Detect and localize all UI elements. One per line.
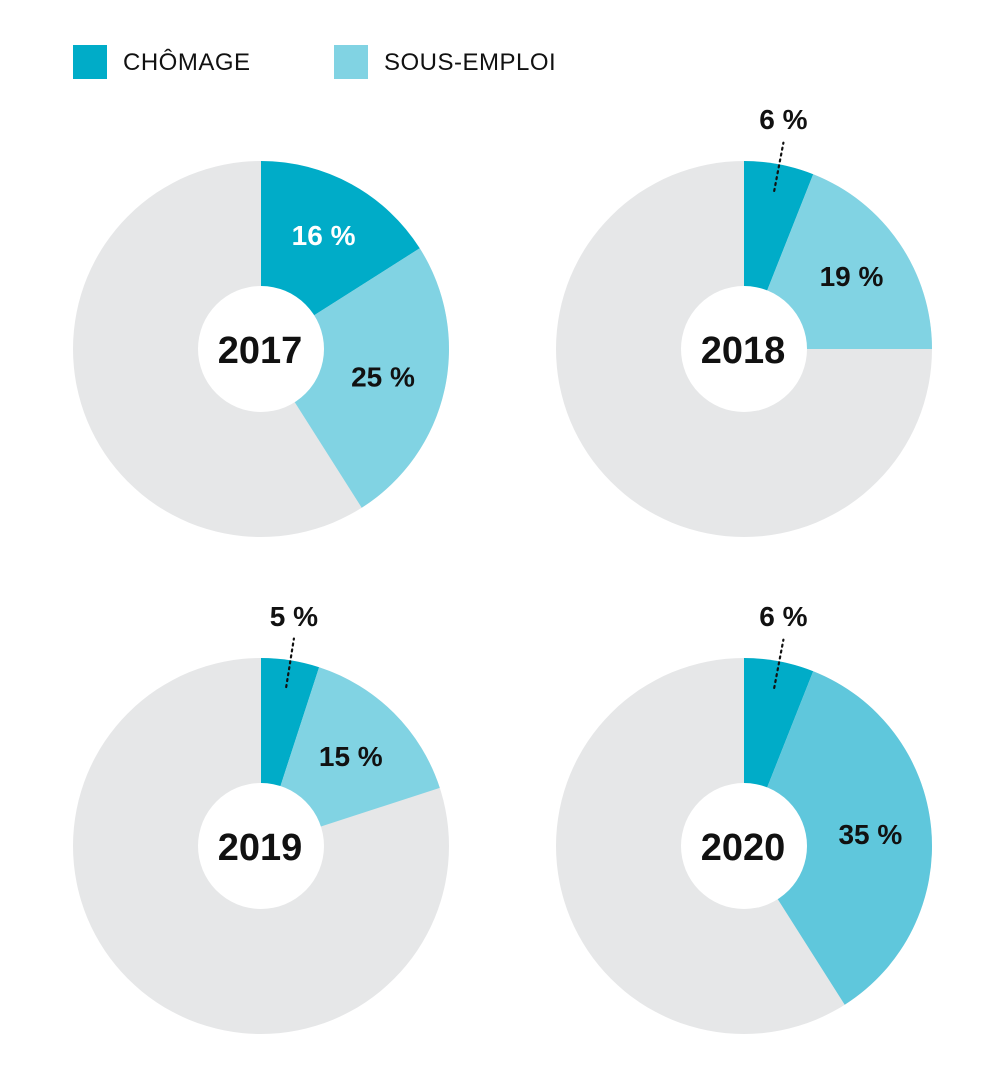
slice-sous-emploi-2020 (744, 671, 933, 1005)
donut-hole-2020 (681, 783, 807, 909)
year-label-2020: 2020 (701, 827, 786, 869)
year-label-2019: 2019 (218, 827, 303, 869)
donut-hole-2018 (681, 286, 807, 412)
data-label-chomage-2019: 5 % (270, 601, 318, 632)
legend-label-sous-emploi: SOUS-EMPLOI (384, 49, 557, 76)
legend-swatch-chomage (73, 45, 107, 79)
donut-chart-2019: 5 % 15 % 2019 (73, 601, 449, 1034)
leader-line-chomage-2019 (285, 637, 295, 689)
slice-sous-emploi-2019 (261, 667, 440, 846)
donut-chart-2018: 6 % 19 % 2018 (556, 104, 932, 537)
year-label-2017: 2017 (218, 330, 303, 372)
data-label-chomage-2017: 16 % (292, 220, 356, 251)
donut-hole-2019 (198, 783, 324, 909)
donut-chart-2017: 16 % 25 % 2017 (73, 161, 449, 537)
data-label-sous-emploi-2019: 15 % (319, 741, 383, 772)
data-label-sous-emploi-2017: 25 % (351, 361, 415, 392)
slice-sous-emploi-2018 (744, 174, 932, 349)
slice-sous-emploi-2017 (261, 248, 449, 508)
data-label-sous-emploi-2020: 35 % (838, 819, 902, 850)
donut-hole-2017 (198, 286, 324, 412)
year-label-2018: 2018 (701, 330, 786, 372)
donut-chart-2020: 6 % 35 % 2020 (556, 601, 933, 1034)
data-label-chomage-2020: 6 % (759, 601, 807, 632)
data-label-chomage-2018: 6 % (759, 104, 807, 135)
leader-line-chomage-2020 (773, 638, 785, 690)
legend-swatch-sous-emploi (334, 45, 368, 79)
legend-label-chomage: CHÔMAGE (123, 49, 251, 76)
leader-line-chomage-2018 (773, 141, 785, 192)
data-label-sous-emploi-2018: 19 % (820, 261, 884, 292)
